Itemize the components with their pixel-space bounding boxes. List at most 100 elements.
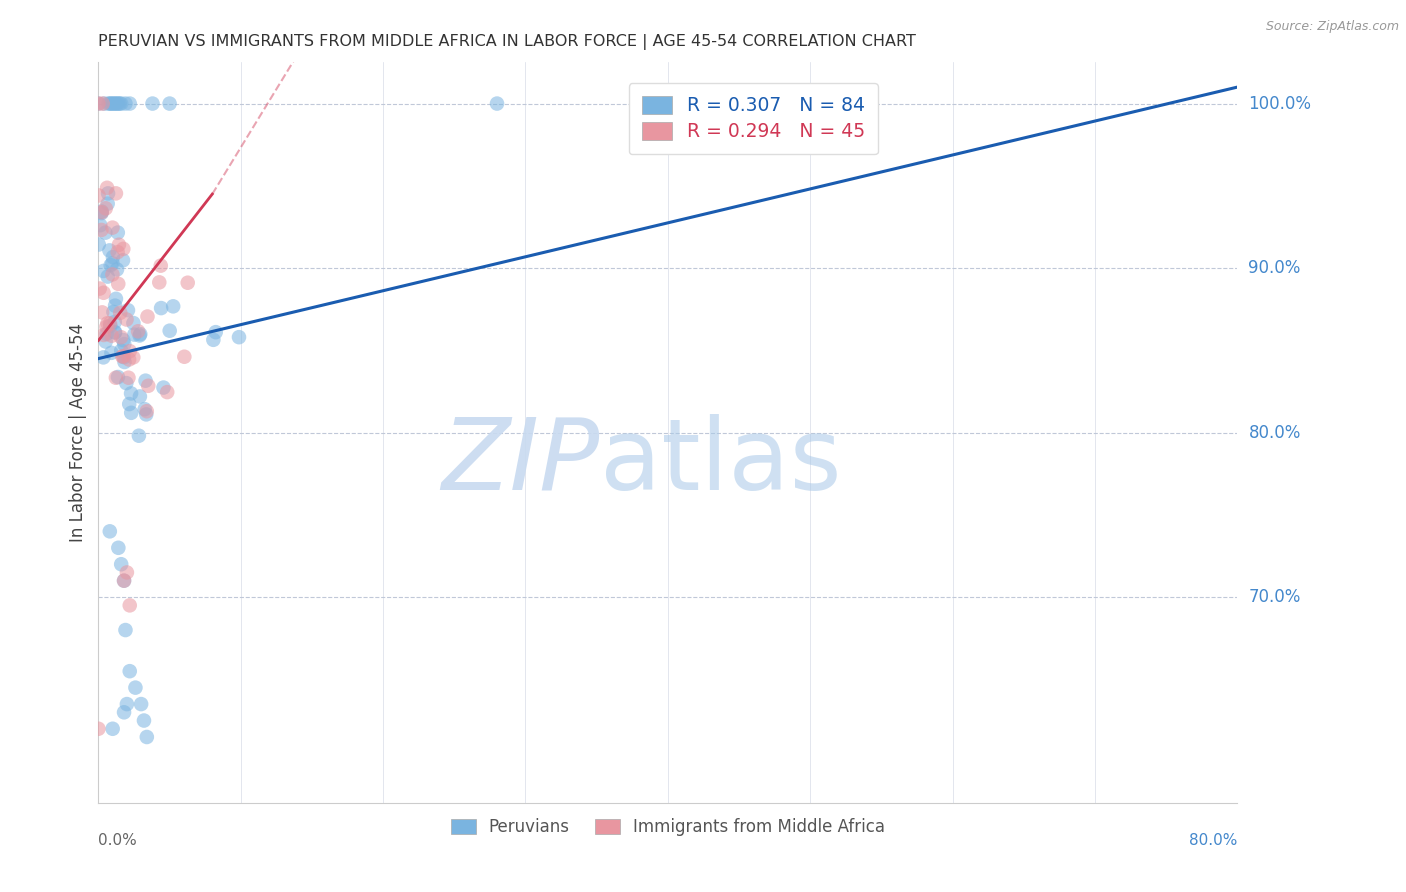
Point: [128, 428, 150, 442]
Point: [159, 96, 181, 111]
Point: [100, 258, 122, 272]
Point: [149, 259, 172, 273]
Point: [127, 324, 149, 338]
Point: [107, 370, 129, 384]
Point: [118, 397, 141, 411]
Point: [117, 370, 139, 384]
Point: [91, 305, 114, 319]
Text: 0.0%: 0.0%: [98, 833, 138, 848]
Point: [104, 186, 127, 201]
Point: [118, 96, 141, 111]
Point: [162, 299, 184, 313]
Point: [115, 312, 138, 326]
Point: [87, 237, 110, 252]
Point: [107, 96, 129, 111]
Point: [101, 96, 124, 111]
Legend: Peruvians, Immigrants from Middle Africa: Peruvians, Immigrants from Middle Africa: [444, 811, 891, 843]
Point: [94, 226, 117, 240]
Point: [93, 351, 115, 365]
Text: PERUVIAN VS IMMIGRANTS FROM MIDDLE AFRICA IN LABOR FORCE | AGE 45-54 CORRELATION: PERUVIAN VS IMMIGRANTS FROM MIDDLE AFRIC…: [98, 34, 917, 50]
Point: [118, 599, 141, 613]
Point: [228, 330, 250, 344]
Point: [87, 96, 110, 111]
Point: [107, 277, 129, 291]
Point: [173, 350, 195, 364]
Point: [101, 256, 124, 270]
Point: [103, 96, 125, 111]
Point: [124, 681, 146, 695]
Point: [101, 250, 124, 264]
Point: [114, 355, 136, 369]
Point: [94, 202, 117, 216]
Point: [150, 301, 173, 315]
Point: [90, 205, 112, 219]
Point: [118, 664, 141, 678]
Point: [118, 352, 141, 367]
Point: [115, 376, 138, 390]
Point: [118, 344, 141, 359]
Point: [100, 96, 122, 111]
Point: [93, 285, 115, 300]
Point: [110, 558, 132, 572]
Point: [204, 325, 226, 339]
Point: [93, 96, 115, 111]
Point: [94, 334, 117, 349]
Text: 80.0%: 80.0%: [1189, 833, 1237, 848]
Point: [129, 697, 152, 711]
Point: [156, 385, 179, 400]
Point: [112, 350, 135, 364]
Point: [129, 327, 152, 342]
Point: [96, 326, 118, 341]
Point: [98, 96, 121, 111]
Point: [90, 206, 112, 220]
Point: [112, 574, 135, 588]
Point: [98, 318, 121, 333]
Point: [114, 623, 136, 637]
Point: [91, 96, 114, 111]
Point: [87, 188, 110, 202]
Point: [104, 325, 127, 339]
Point: [110, 330, 132, 344]
Point: [103, 305, 125, 319]
Point: [107, 245, 129, 260]
Point: [97, 96, 120, 111]
Point: [117, 303, 139, 318]
Point: [136, 379, 159, 393]
Point: [108, 96, 131, 111]
Point: [93, 327, 115, 342]
Point: [111, 350, 134, 364]
Text: Source: ZipAtlas.com: Source: ZipAtlas.com: [1265, 20, 1399, 33]
Point: [110, 96, 132, 111]
Text: atlas: atlas: [599, 414, 841, 511]
Point: [87, 96, 110, 111]
Point: [112, 337, 135, 351]
Point: [115, 566, 138, 580]
Text: 90.0%: 90.0%: [1249, 259, 1301, 277]
Point: [104, 370, 127, 384]
Text: 80.0%: 80.0%: [1249, 424, 1301, 442]
Point: [152, 380, 174, 394]
Point: [107, 226, 129, 240]
Point: [112, 574, 135, 588]
Point: [104, 96, 127, 111]
Point: [97, 269, 120, 284]
Point: [96, 316, 118, 330]
Point: [135, 730, 157, 744]
Point: [107, 541, 129, 555]
Point: [104, 299, 127, 313]
Text: 70.0%: 70.0%: [1249, 588, 1301, 607]
Point: [112, 706, 135, 720]
Point: [122, 351, 145, 365]
Point: [159, 324, 181, 338]
Point: [110, 343, 132, 358]
Point: [132, 714, 155, 728]
Point: [112, 333, 135, 347]
Point: [120, 406, 142, 420]
Point: [105, 262, 128, 277]
Point: [120, 386, 142, 401]
Point: [141, 96, 163, 111]
Point: [101, 722, 124, 736]
Point: [100, 346, 122, 360]
Point: [104, 326, 127, 340]
Point: [108, 237, 131, 252]
